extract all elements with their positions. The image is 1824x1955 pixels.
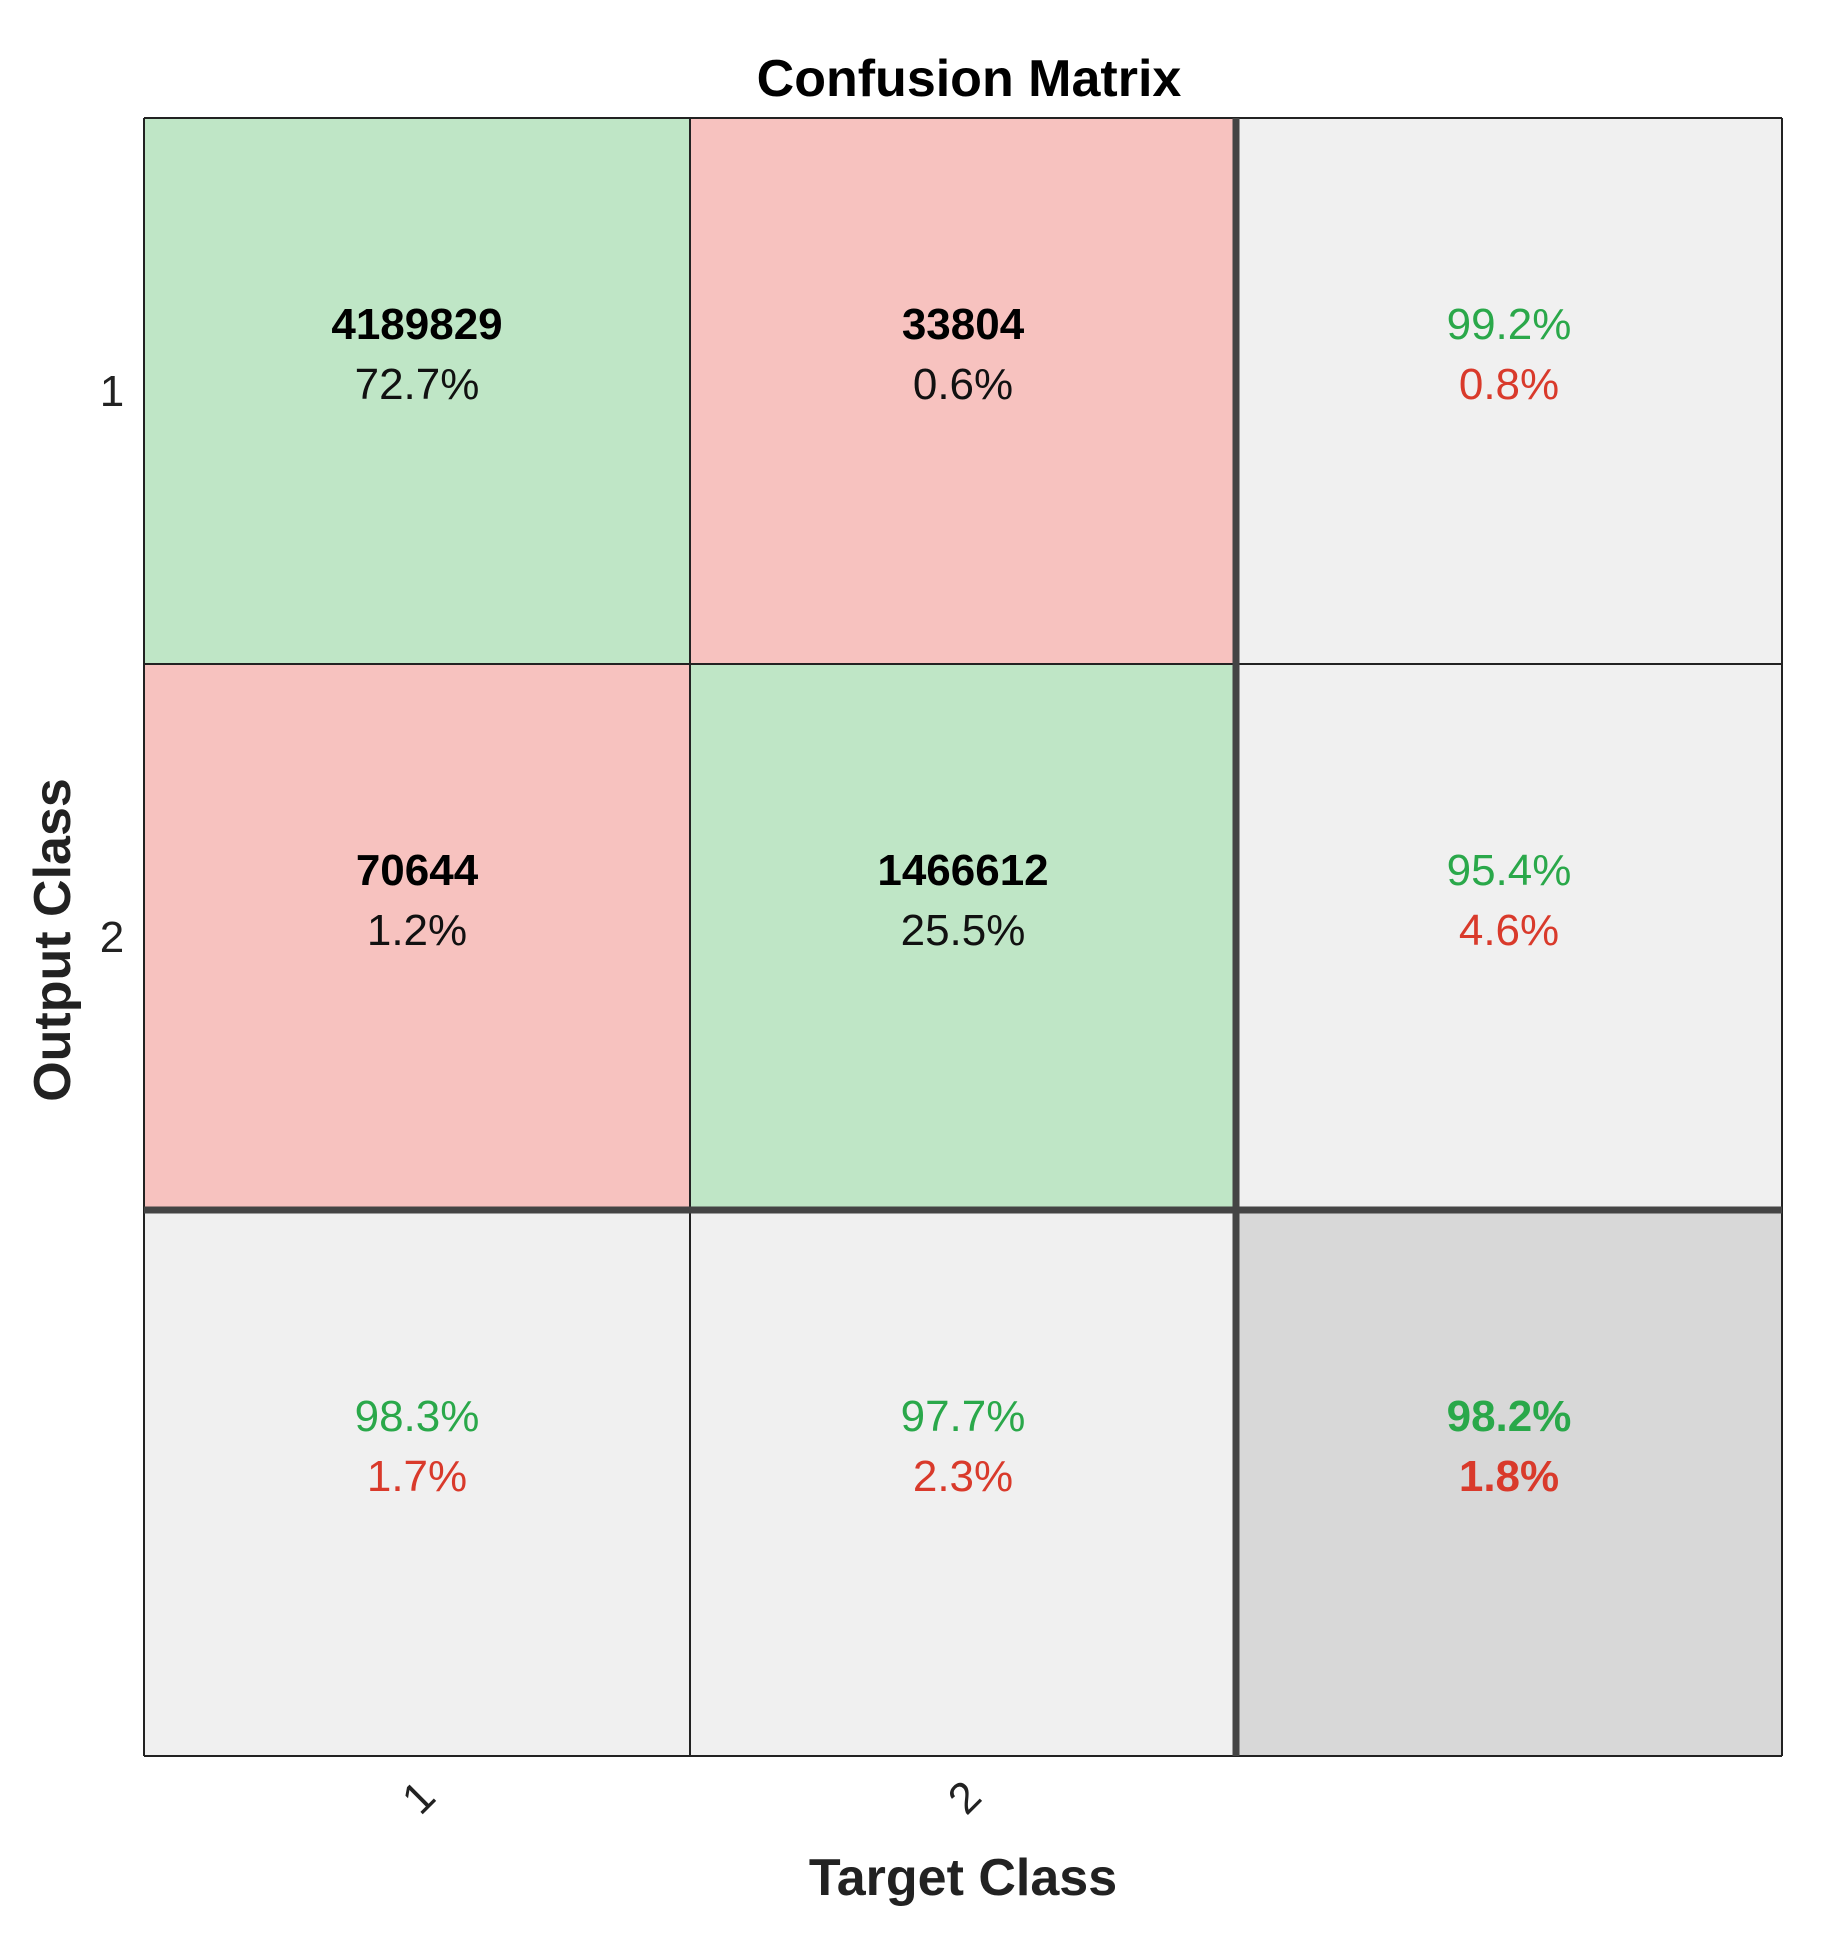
matrix-labels: 4189829 72.7% 33804 0.6% 70644 1.2% 1466612 25.… [100,300,1572,1824]
matrix-cells [144,118,1782,1756]
matrix-cell-r1-c2 [690,118,1236,664]
row-summary-correct-2: 95.4% [1447,846,1572,895]
chart-title: Confusion Matrix [757,50,1182,108]
matrix-cell-r3-c3 [1236,1210,1782,1756]
matrix-cell-r3-c1 [144,1210,690,1756]
cell-count-r1-c2: 33804 [902,300,1025,349]
matrix-cell-r2-c2 [690,664,1236,1210]
y-axis-title: Output Class [24,778,82,1102]
matrix-cell-r2-c1 [144,664,690,1210]
cell-percent-r2-c1: 1.2% [367,906,467,955]
column-summary-correct-2: 97.7% [901,1392,1026,1441]
cell-percent-r1-c2: 0.6% [913,360,1013,409]
matrix-cell-r1-c1 [144,118,690,664]
row-summary-correct-1: 99.2% [1447,300,1572,349]
overall-accuracy-correct: 98.2% [1447,1392,1572,1441]
matrix-grid [143,117,1783,1757]
x-tick-label-2: 2 [939,1772,991,1824]
matrix-cell-r2-c3 [1236,664,1782,1210]
matrix-cell-r1-c3 [1236,118,1782,664]
cell-count-r1-c1: 4189829 [331,300,502,349]
x-tick-label-1: 1 [393,1772,445,1824]
column-summary-correct-1: 98.3% [355,1392,480,1441]
overall-accuracy-incorrect: 1.8% [1459,1452,1559,1501]
cell-count-r2-c2: 1466612 [877,846,1048,895]
y-tick-label-2: 2 [100,913,124,962]
row-summary-incorrect-2: 4.6% [1459,906,1559,955]
cell-percent-r1-c1: 72.7% [355,360,480,409]
cell-count-r2-c1: 70644 [356,846,479,895]
column-summary-incorrect-1: 1.7% [367,1452,467,1501]
matrix-cell-r3-c2 [690,1210,1236,1756]
x-axis-title: Target Class [809,1849,1117,1907]
cell-percent-r2-c2: 25.5% [901,906,1026,955]
row-summary-incorrect-1: 0.8% [1459,360,1559,409]
y-tick-label-1: 1 [100,367,124,416]
column-summary-incorrect-2: 2.3% [913,1452,1013,1501]
